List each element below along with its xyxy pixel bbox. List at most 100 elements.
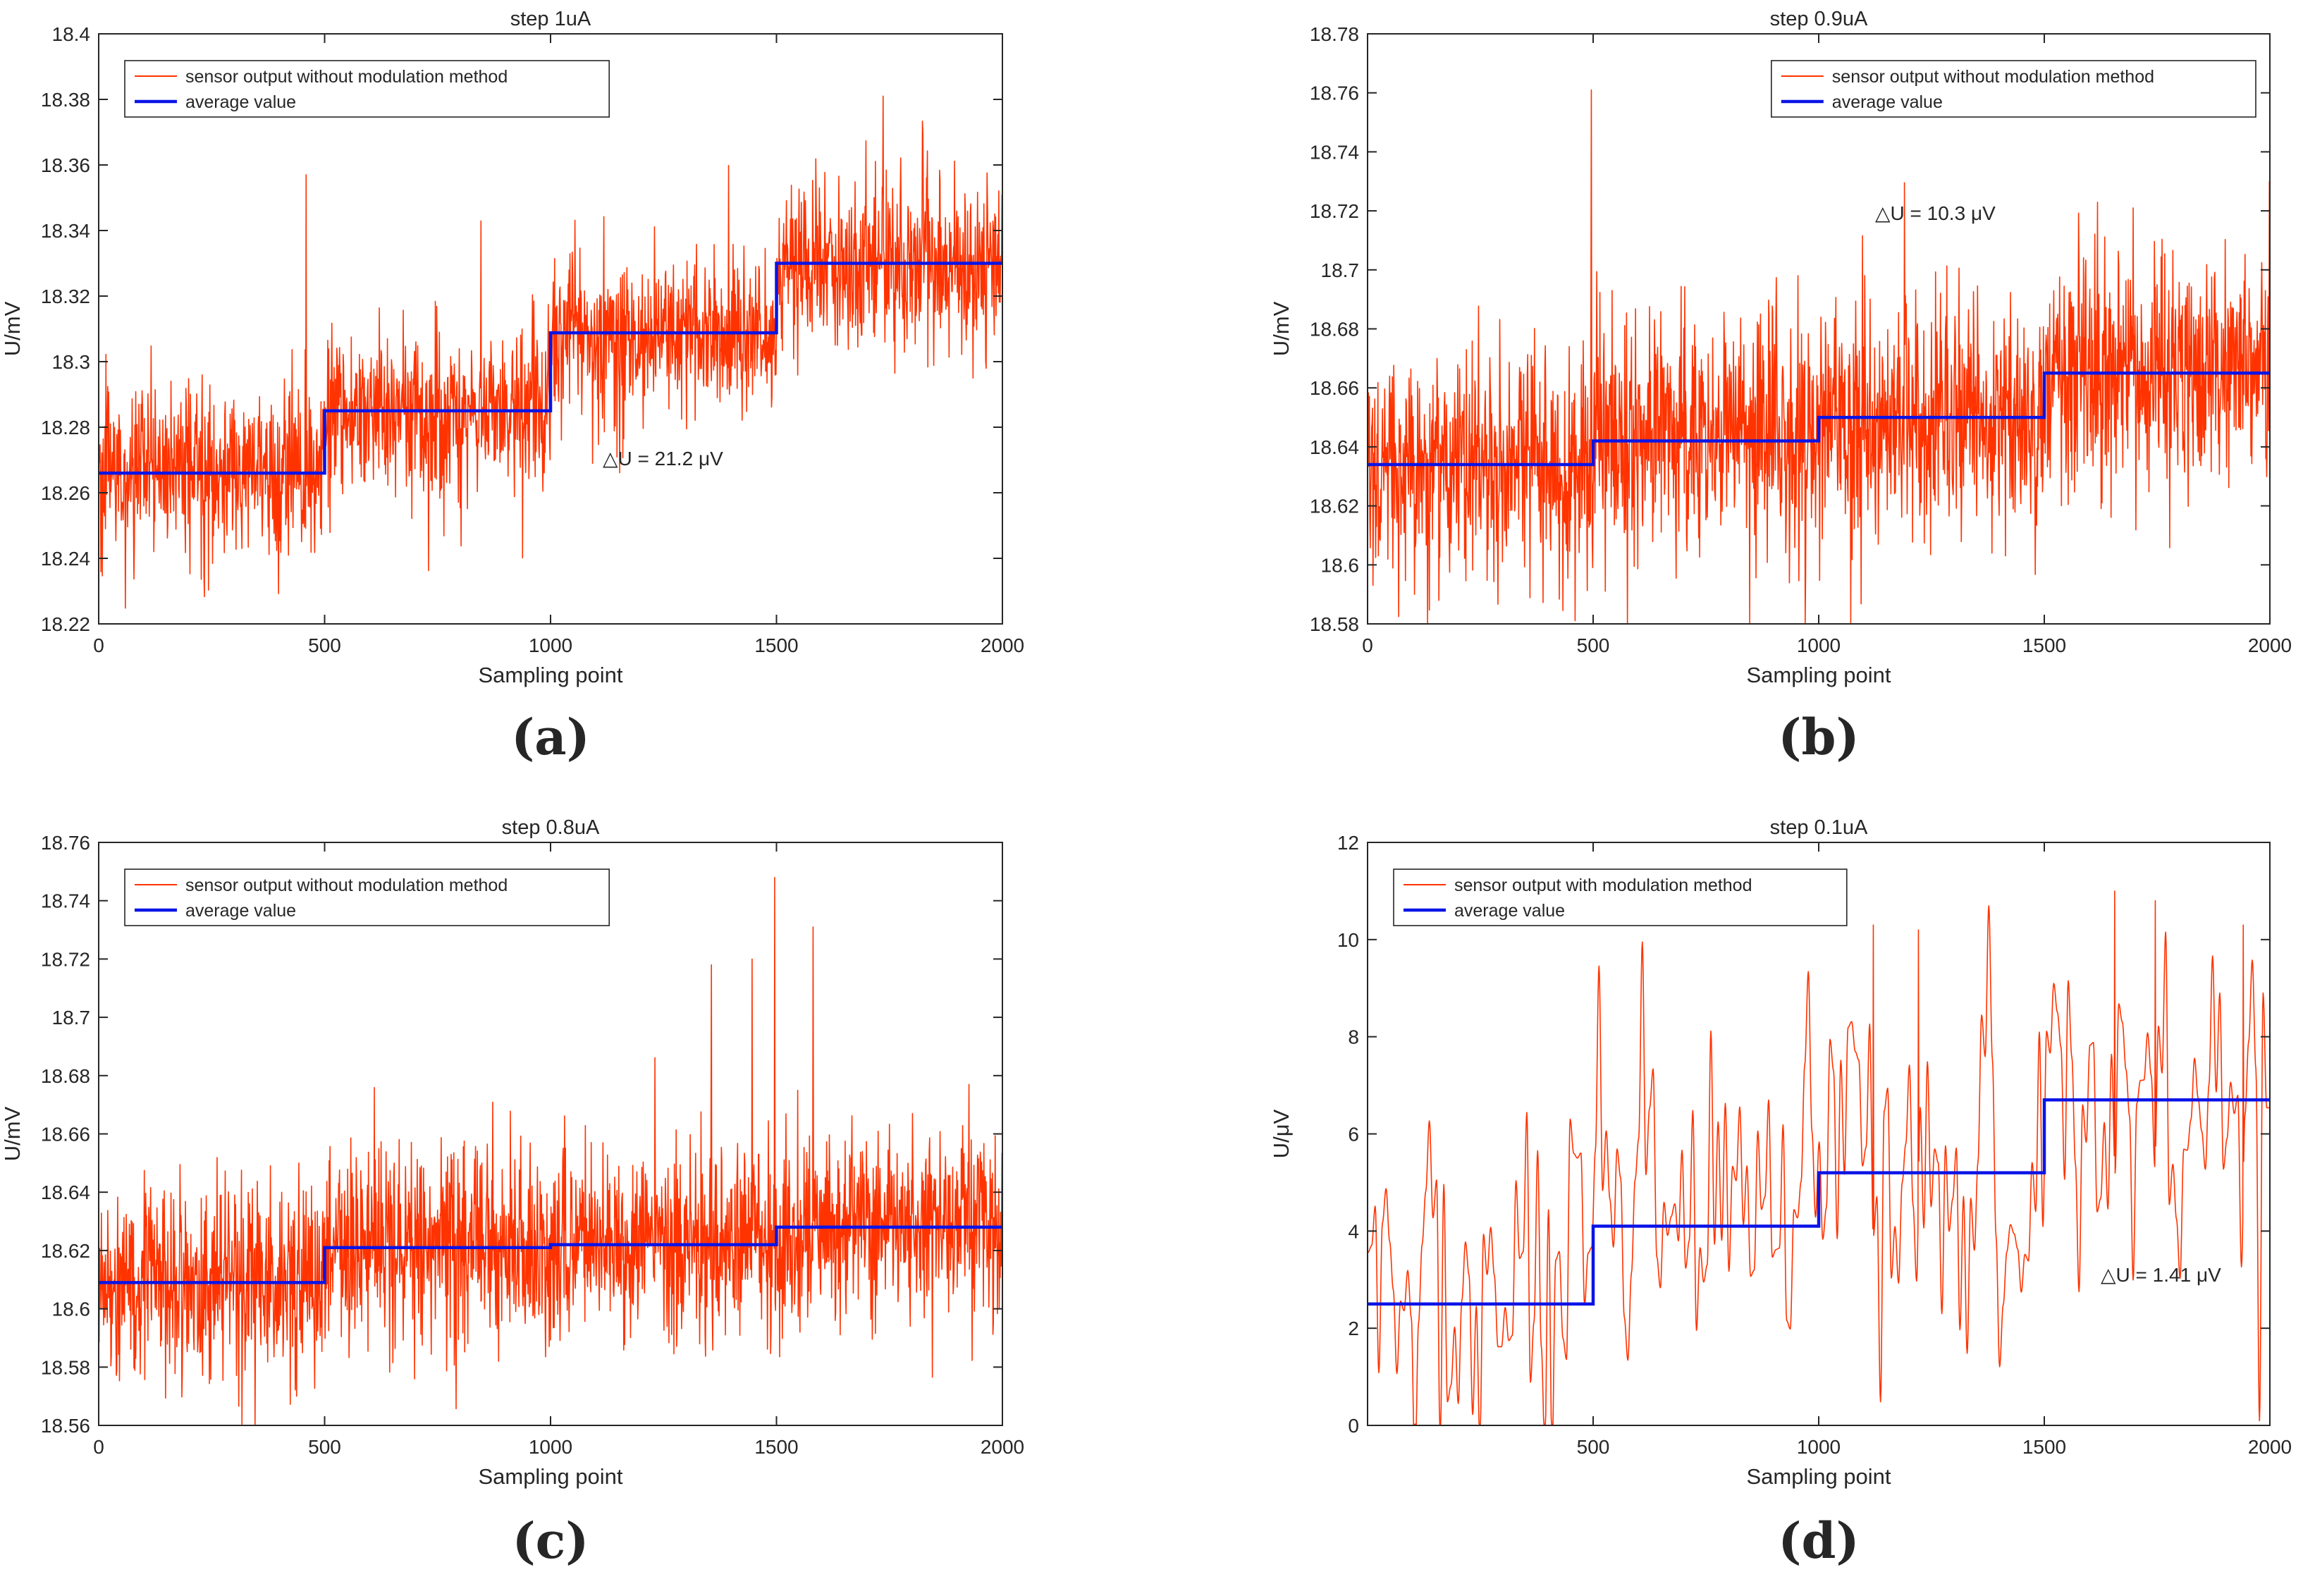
y-tick-label: 0 [1348, 1415, 1359, 1437]
x-tick-label: 1500 [2022, 634, 2066, 656]
plot-area [99, 34, 1002, 624]
legend-entry: average value [1454, 901, 1565, 921]
y-tick-label: 18.72 [41, 948, 90, 970]
legend: sensor output with modulation method aver… [1393, 868, 1848, 926]
chart-title: step 0.1uA [1770, 816, 1868, 839]
y-tick-label: 18.64 [1310, 436, 1359, 458]
y-tick-label: 18.4 [52, 23, 91, 45]
legend-box [1771, 60, 2256, 118]
x-tick-label: 2000 [2248, 1436, 2292, 1458]
legend-entry: average value [185, 92, 296, 112]
data-layer [1368, 890, 2270, 1425]
y-tick-label: 18.76 [1310, 82, 1359, 104]
legend: sensor output without modulation method a… [124, 868, 610, 926]
y-tick-label: 18.74 [41, 890, 90, 912]
y-tick-label: 18.6 [52, 1299, 91, 1320]
y-tick-label: 18.58 [41, 1356, 90, 1378]
series-average-value [1368, 1098, 2270, 1306]
x-tick-label: 500 [308, 634, 341, 656]
legend-entry: average value [1832, 92, 1943, 112]
y-tick-label: 6 [1348, 1124, 1359, 1146]
y-tick-label: 4 [1348, 1220, 1359, 1242]
y-tick-label: 18.32 [41, 286, 90, 307]
x-tick-label: 1500 [754, 1436, 798, 1458]
x-tick-label: 1000 [529, 634, 572, 656]
legend-entry: sensor output without modulation method [185, 876, 508, 895]
legend: sensor output without modulation method a… [1771, 60, 2256, 118]
x-tick-label: 0 [1362, 634, 1373, 656]
y-tick-label: 18.34 [41, 220, 90, 242]
legend-entry: sensor output without modulation method [1832, 67, 2154, 87]
x-tick-label: 1000 [1797, 1436, 1841, 1458]
series-sensor-output [99, 876, 1002, 1425]
y-tick-label: 18.78 [1310, 23, 1359, 45]
y-tick-label: 18.7 [1321, 259, 1360, 281]
y-tick-label: 18.38 [41, 89, 90, 111]
x-tick-label: 1000 [529, 1436, 572, 1458]
y-tick-label: 18.3 [52, 351, 91, 373]
y-tick-label: 18.64 [41, 1181, 90, 1203]
chart-panel-a: 0 500 1000 1500 2000 18.22 18.24 18.26 18.28 18.3… [0, 8, 1024, 766]
data-layer [99, 876, 1002, 1425]
x-axis-label: Sampling point [478, 1464, 622, 1489]
y-tick-label: 18.58 [1310, 613, 1359, 635]
x-tick-label: 500 [308, 1436, 341, 1458]
delta-u-annotation: △U = 10.3 μV [1875, 202, 1996, 224]
y-tick-label: 12 [1337, 832, 1359, 854]
legend-entry: sensor output without modulation method [185, 67, 508, 87]
delta-u-annotation: △U = 21.2 μV [603, 448, 723, 469]
y-tick-label: 10 [1337, 929, 1359, 951]
data-layer [1368, 89, 2270, 624]
x-tick-label: 500 [1577, 634, 1610, 656]
y-tick-label: 18.26 [41, 482, 90, 504]
y-tick-label: 18.7 [52, 1007, 91, 1029]
y-tick-label: 18.74 [1310, 141, 1359, 163]
y-tick-label: 18.56 [41, 1415, 90, 1437]
y-tick-label: 18.22 [41, 613, 90, 635]
y-tick-label: 18.66 [1310, 377, 1359, 399]
legend-box [124, 868, 610, 926]
y-tick-label: 18.62 [41, 1240, 90, 1262]
y-tick-label: 18.68 [41, 1065, 90, 1087]
series-average-value [99, 262, 1002, 475]
x-axis-label: Sampling point [1746, 663, 1891, 687]
x-tick-label: 500 [1577, 1436, 1610, 1458]
y-tick-label: 18.62 [1310, 496, 1359, 517]
y-tick-label: 8 [1348, 1026, 1359, 1048]
plot-area [1368, 842, 2270, 1425]
figure-panels: 0 500 1000 1500 200018.2218.2418.2618.2818.3… [0, 8, 2292, 1570]
legend-box [124, 60, 610, 118]
legend: sensor output without modulation method a… [124, 60, 610, 118]
y-tick-label: 18.68 [1310, 319, 1359, 340]
data-layer [99, 95, 1002, 609]
panel-label: (d) [1778, 1511, 1859, 1570]
legend-box [1393, 868, 1848, 926]
y-tick-label: 18.24 [41, 548, 90, 570]
x-tick-label: 2000 [981, 1436, 1024, 1458]
chart-title: step 0.9uA [1770, 8, 1868, 30]
y-tick-label: 18.28 [41, 417, 90, 438]
y-tick-label: 2 [1348, 1318, 1359, 1339]
y-axis-label: U/μV [1269, 1109, 1294, 1158]
series-average-value [1368, 372, 2270, 467]
x-tick-label: 1500 [2022, 1436, 2066, 1458]
panel-label: (c) [512, 1511, 589, 1570]
y-tick-label: 18.36 [41, 154, 90, 176]
x-axis-label: Sampling point [1746, 1464, 1891, 1489]
y-tick-label: 18.66 [41, 1124, 90, 1146]
x-axis-label: Sampling point [478, 663, 622, 687]
x-tick-label: 2000 [981, 634, 1024, 656]
chart-title: step 0.8uA [502, 816, 600, 839]
x-tick-label: 0 [93, 1436, 104, 1458]
x-tick-label: 1500 [754, 634, 798, 656]
chart-panel-c: 0 500 1000 1500 2000 18.56 18.58 18.6 18.62 18.64… [0, 816, 1024, 1570]
legend-entry: sensor output with modulation method [1454, 876, 1752, 895]
panel-label: (a) [511, 708, 590, 766]
legend-entry: average value [185, 901, 296, 921]
y-tick-label: 18.72 [1310, 200, 1359, 222]
series-average-value [99, 1225, 1002, 1284]
x-tick-label: 2000 [2248, 634, 2292, 656]
series-sensor-output [1368, 890, 2270, 1425]
y-tick-label: 18.76 [41, 832, 90, 854]
chart-panel-d: 500 1000 1500 2000 0 2 4 6 8 10 12 step 0.1uA Sampli… [1269, 816, 2292, 1570]
